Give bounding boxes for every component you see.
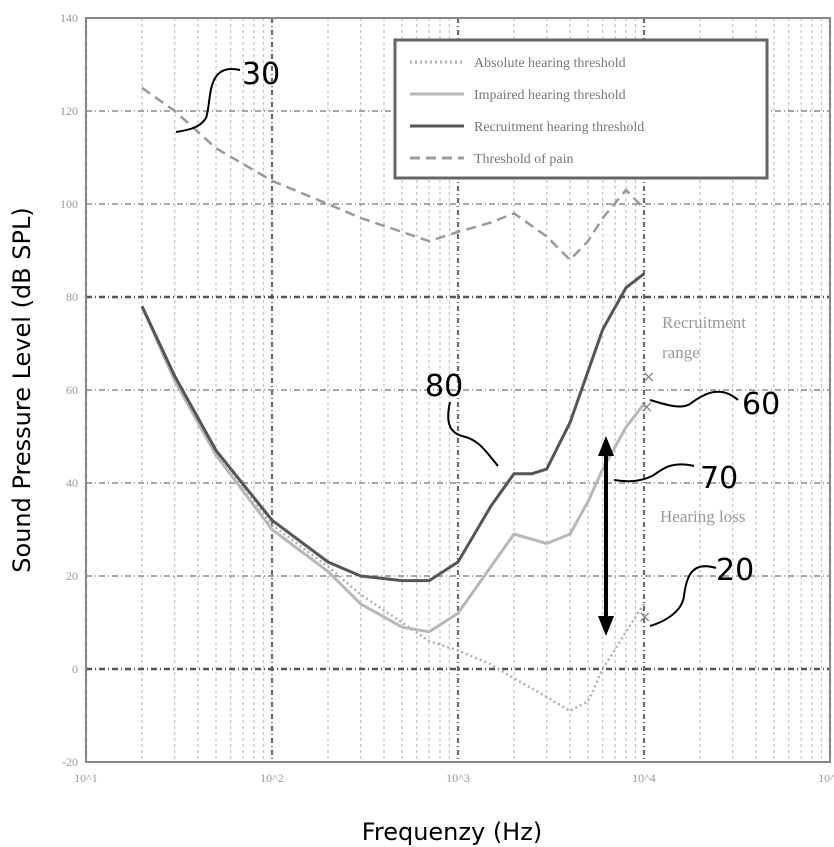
legend-label: Threshold of pain: [474, 152, 574, 167]
series-line: [140, 272, 645, 583]
y-tick-label: 120: [60, 104, 78, 118]
tick-labels: -20 0 20 40 60 80 100 120 140 10^1 10^2 10^3 10^4 10^…: [60, 11, 834, 785]
hearing-loss-label: Hearing loss: [660, 507, 745, 526]
recruitment-range-label-1: Recruitment: [662, 313, 746, 332]
x-tick-label: 10^3: [446, 771, 470, 785]
y-tick-label: 100: [60, 197, 78, 211]
y-tick-label: 80: [66, 290, 78, 304]
plot-frame: [85, 17, 831, 763]
leader-80: [447, 401, 499, 467]
x-tick-label: 10^4: [632, 771, 656, 785]
marker-60: ×: [642, 367, 655, 386]
leader-60: [649, 390, 739, 408]
leader-30: [175, 67, 241, 133]
legend-label: Impaired hearing threshold: [474, 88, 626, 103]
series-line: [141, 86, 645, 262]
legend-label: Recruitment hearing threshold: [474, 120, 644, 135]
ref-20: 20: [716, 553, 754, 588]
y-tick-label: 40: [66, 476, 78, 490]
legend-label: Absolute hearing threshold: [474, 56, 626, 71]
y-tick-label: 0: [72, 662, 78, 676]
ref-60: 60: [742, 387, 780, 422]
marker-20: ×: [638, 607, 651, 626]
legend: Absolute hearing threshold Impaired heari…: [393, 38, 769, 180]
ref-70: 70: [700, 461, 738, 496]
legend-items: Absolute hearing threshold Impaired heari…: [410, 56, 644, 167]
y-tick-label: 140: [60, 11, 78, 25]
hearing-loss-arrow: [598, 436, 614, 636]
series-layer: [140, 86, 646, 713]
x-tick-label: 10^2: [260, 771, 284, 785]
series-line: [140, 305, 646, 634]
ref-30: 30: [242, 57, 280, 92]
y-tick-label: 60: [66, 383, 78, 397]
x-tick-label: 10^5: [818, 771, 834, 785]
y-tick-label: 20: [66, 569, 78, 583]
leader-20: [649, 565, 717, 627]
y-axis-title: Sound Pressure Level (dB SPL): [8, 207, 36, 572]
ref-80: 80: [425, 369, 463, 404]
series-line: [140, 305, 646, 713]
x-tick-label: 10^1: [74, 771, 98, 785]
recruitment-range-label-2: range: [662, 343, 700, 362]
x-axis-title: Frequenzy (Hz): [362, 818, 542, 846]
leader-70: [613, 463, 695, 483]
y-tick-label: -20: [62, 755, 78, 769]
marker-60b: ×: [640, 397, 653, 416]
